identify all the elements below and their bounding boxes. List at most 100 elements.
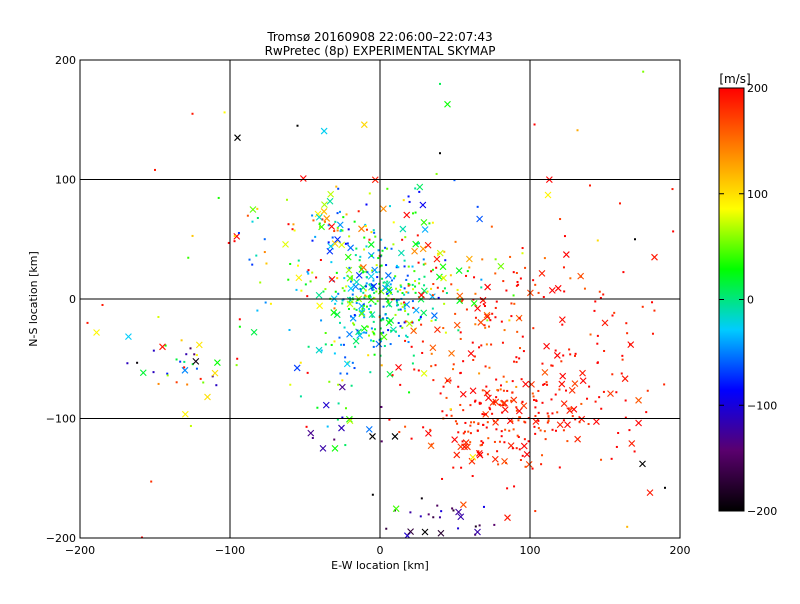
- data-point-dot: [233, 240, 236, 243]
- data-point-dot: [554, 393, 557, 396]
- data-point-cross: [399, 225, 407, 233]
- data-point-dot: [444, 259, 447, 262]
- data-point-dot: [502, 280, 505, 283]
- data-point-dot: [364, 225, 367, 228]
- data-point-cross: [345, 415, 353, 423]
- data-point-dot: [404, 425, 407, 428]
- data-point-dot: [341, 299, 344, 302]
- data-point-dot: [465, 308, 468, 311]
- data-point-dot: [478, 346, 481, 349]
- data-point-dot: [368, 238, 371, 241]
- data-point-dot: [403, 287, 406, 290]
- x-tick-label: 200: [670, 544, 691, 557]
- data-point-dot: [540, 463, 543, 466]
- data-point-dot: [211, 375, 214, 378]
- data-point-dot: [341, 229, 344, 232]
- data-point-cross: [282, 241, 289, 248]
- data-point-dot: [467, 430, 470, 433]
- data-point-dot: [372, 279, 375, 282]
- data-point-dot: [140, 536, 143, 538]
- data-point-dot: [358, 259, 361, 262]
- data-point-dot: [382, 318, 385, 321]
- data-point-dot: [624, 416, 627, 419]
- data-point-cross: [352, 337, 360, 345]
- data-point-cross: [579, 377, 587, 385]
- data-point-dot: [369, 339, 372, 342]
- data-point-dot: [256, 309, 259, 312]
- data-point-dot: [613, 311, 616, 314]
- data-point-dot: [344, 356, 347, 359]
- data-point-cross: [420, 218, 428, 226]
- data-point-cross: [448, 350, 455, 357]
- data-point-dot: [414, 285, 417, 288]
- data-point-dot: [373, 291, 376, 294]
- data-point-dot: [485, 392, 488, 395]
- data-point-dot: [516, 280, 519, 283]
- data-point-dot: [589, 184, 591, 187]
- data-point-dot: [441, 410, 444, 413]
- data-point-cross: [360, 263, 367, 271]
- data-point-dot: [396, 290, 399, 293]
- data-point-dot: [399, 308, 402, 311]
- data-point-dot: [596, 361, 599, 364]
- data-point-dot: [456, 422, 459, 425]
- data-point-dot: [380, 332, 383, 335]
- data-point-cross: [367, 296, 375, 304]
- data-point-dot: [287, 278, 290, 281]
- data-point-cross: [497, 262, 505, 270]
- data-point-cross: [368, 311, 376, 319]
- data-point-dot: [429, 428, 432, 431]
- data-point-dot: [431, 307, 434, 310]
- data-point-dot: [488, 366, 491, 369]
- data-point-dot: [319, 225, 322, 228]
- data-point-cross: [318, 223, 325, 231]
- data-point-dot: [321, 218, 324, 221]
- data-point-dot: [486, 453, 489, 456]
- data-point-dot: [482, 303, 485, 306]
- data-point-dot: [373, 231, 376, 234]
- data-point-dot: [521, 400, 524, 403]
- data-point-dot: [473, 276, 476, 279]
- data-point-dot: [446, 379, 449, 382]
- data-point-dot: [537, 427, 540, 430]
- data-point-dot: [407, 313, 410, 316]
- data-point-cross: [635, 396, 642, 404]
- data-point-dot: [484, 365, 487, 368]
- data-point-dot: [521, 454, 524, 457]
- data-point-dot: [386, 317, 389, 320]
- data-point-dot: [457, 527, 460, 530]
- data-point-dot: [265, 262, 268, 265]
- data-point-dot: [482, 505, 485, 508]
- data-point-dot: [508, 429, 511, 432]
- data-point-cross: [358, 310, 366, 318]
- data-point-dot: [371, 288, 374, 291]
- data-point-dot: [362, 304, 365, 307]
- data-point-dot: [426, 290, 429, 293]
- data-point-dot: [410, 321, 413, 324]
- data-point-dot: [451, 507, 454, 510]
- data-point-dot: [289, 383, 292, 386]
- data-point-cross: [601, 319, 609, 327]
- colorbar-tick-label: 100: [747, 188, 768, 201]
- data-point-dot: [357, 332, 360, 335]
- data-point-dot: [389, 292, 392, 295]
- data-point-dot: [189, 347, 192, 350]
- data-point-cross: [461, 443, 468, 451]
- data-point-dot: [583, 287, 586, 290]
- data-point-dot: [411, 300, 414, 303]
- data-point-cross: [343, 360, 351, 368]
- data-point-dot: [511, 420, 514, 423]
- data-point-dot: [589, 333, 592, 336]
- data-point-dot: [641, 305, 644, 308]
- data-point-dot: [359, 290, 362, 293]
- data-point-dot: [442, 290, 445, 293]
- data-point-dot: [462, 409, 465, 412]
- data-point-dot: [396, 301, 399, 304]
- data-point-dot: [362, 303, 365, 306]
- data-point-dot: [546, 421, 549, 424]
- data-point-dot: [478, 401, 481, 404]
- data-point-dot: [126, 362, 129, 365]
- data-point-dot: [306, 270, 309, 273]
- data-point-cross: [522, 380, 530, 388]
- data-point-cross: [321, 201, 328, 209]
